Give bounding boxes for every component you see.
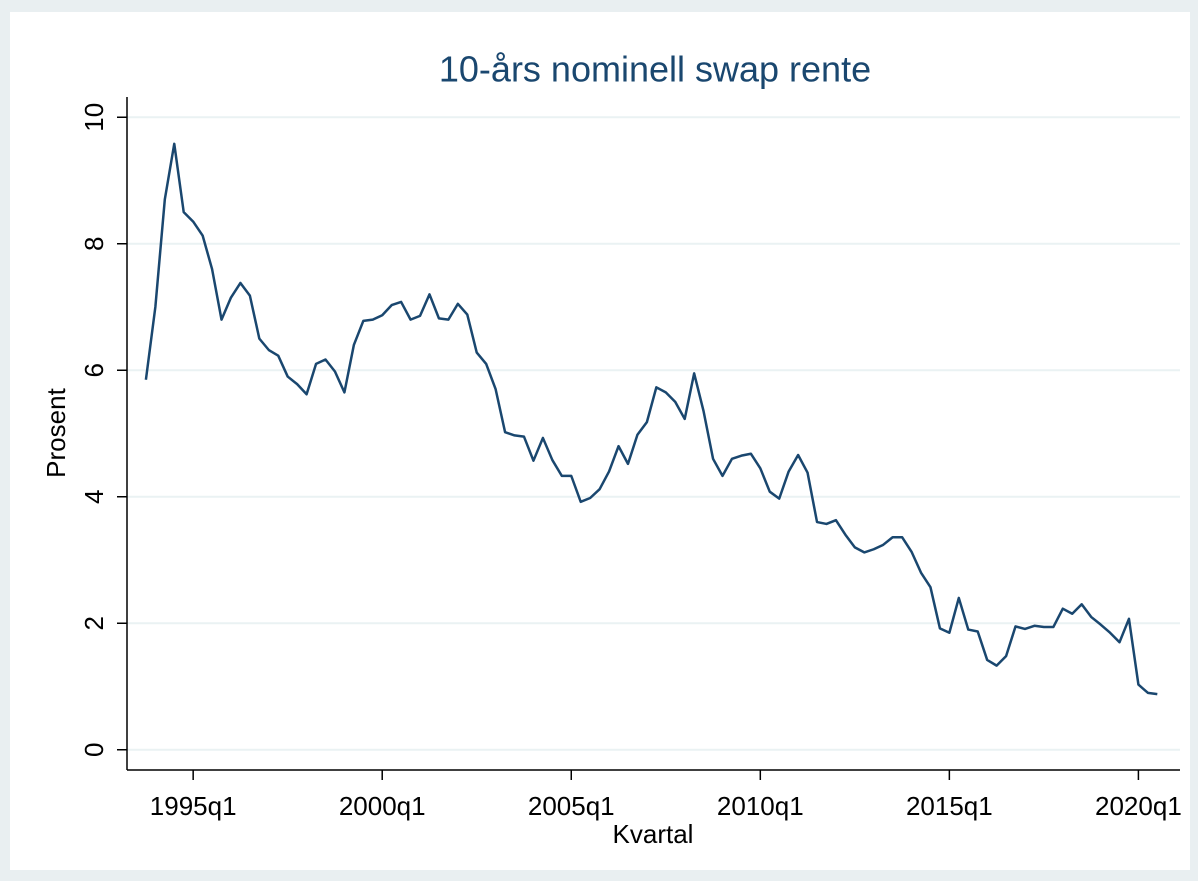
x-tick-label: 2000q1 [339,791,426,821]
x-tick-label: 2020q1 [1095,791,1182,821]
x-tick-label: 2005q1 [528,791,615,821]
y-tick-label: 10 [79,103,109,132]
y-axis-title: Prosent [41,387,71,477]
x-tick-label: 2010q1 [717,791,804,821]
line-series [144,142,1158,696]
x-tick-label: 2015q1 [906,791,993,821]
chart-title: 10-års nominell swap rente [439,49,871,90]
y-tick-label: 4 [79,490,109,504]
graph-region [10,12,1190,870]
x-axis-title: Kvartal [613,819,694,849]
y-tick-label: 8 [79,237,109,251]
y-tick-label: 6 [79,363,109,377]
y-tick-label: 2 [79,616,109,630]
x-tick-label: 1995q1 [150,791,237,821]
y-tick-label: 0 [79,743,109,757]
